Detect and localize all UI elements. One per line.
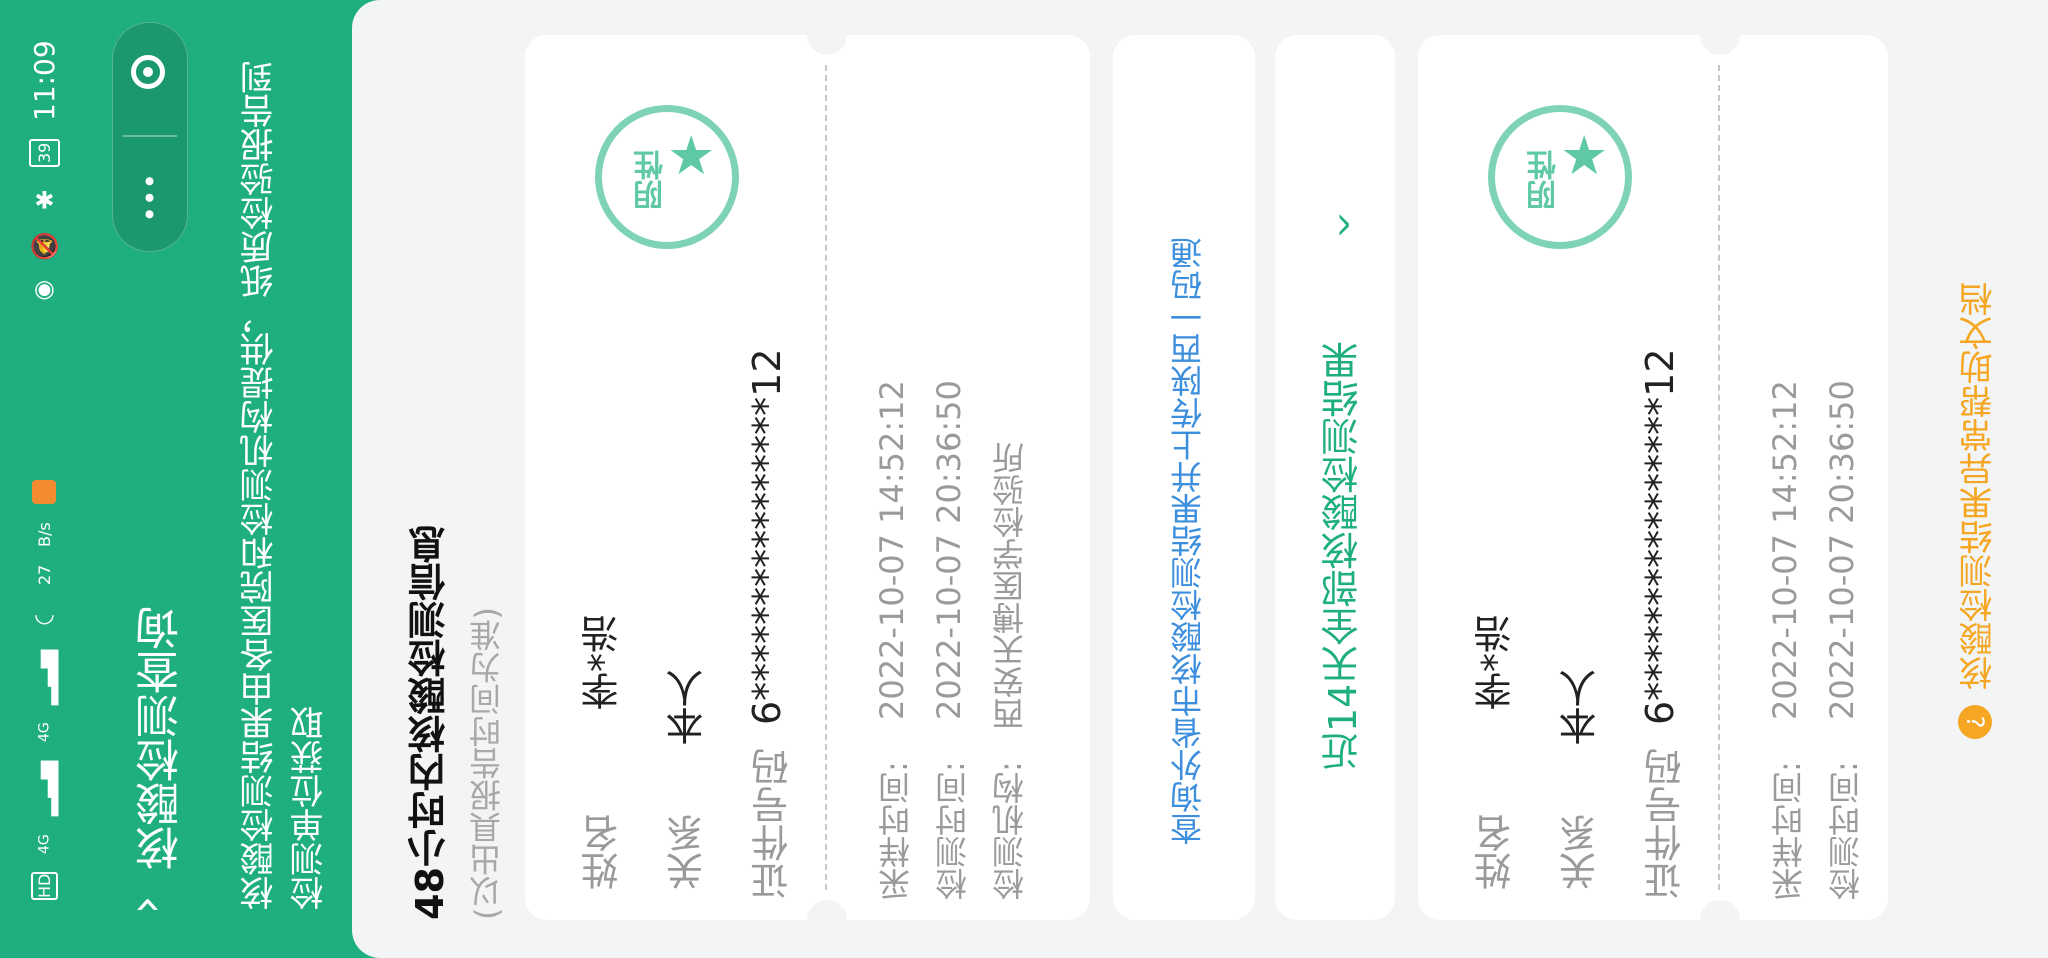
label-name-2: 姓名 bbox=[1474, 814, 1518, 890]
label-name: 姓名 bbox=[581, 814, 625, 890]
app-notification-icon bbox=[32, 480, 57, 505]
value-id-number-2: 6****************12 bbox=[1638, 348, 1682, 725]
help-link[interactable]: ? 核酸检测结果异常帮助文档 bbox=[1950, 200, 2010, 760]
negative-stamp-2: ★ 阴性 bbox=[1488, 105, 1632, 249]
recent-14-card[interactable]: 近14天全部核酸检测结果 ^ bbox=[1275, 35, 1395, 920]
star-icon: ★ bbox=[667, 124, 716, 187]
value-id-number: 6****************12 bbox=[745, 348, 789, 725]
result-card-1: ★ 阴性 姓名 李*浩 关系 本人 证件号码 6****************… bbox=[525, 15, 1090, 940]
label-id-number-2: 证件号码 bbox=[1644, 748, 1688, 900]
stamp-text: 阴性 bbox=[1527, 150, 1562, 210]
value-test-org: 西安天博医学检验所 bbox=[991, 442, 1029, 730]
app-header: HD 4G ▂▃▅ 4G ▂▃▅ ◠ 27 B/s ◉ 🔕 ✱ 39 11:09… bbox=[0, 0, 380, 958]
label-id-number: 证件号码 bbox=[751, 748, 795, 900]
value-sample-time: 2022-10-07 14:52:12 bbox=[873, 380, 911, 720]
battery-icon: 39 bbox=[29, 138, 60, 168]
signal-label: 4G bbox=[36, 833, 53, 854]
value-test-time-2: 2022-10-07 20:36:50 bbox=[1823, 380, 1861, 720]
wifi-icon: ◠ bbox=[30, 603, 59, 632]
value-relation: 本人 bbox=[666, 669, 710, 745]
label-sample-time: 采样时间: bbox=[877, 761, 915, 900]
status-bar: HD 4G ▂▃▅ 4G ▂▃▅ ◠ 27 B/s ◉ 🔕 ✱ 39 11:09 bbox=[28, 40, 61, 900]
upload-link[interactable]: 查询外省市核酸检测结果并上传陕西一码通 bbox=[1169, 237, 1207, 845]
back-chevron-icon[interactable]: ‹ bbox=[123, 895, 177, 915]
close-target-icon[interactable] bbox=[131, 55, 165, 89]
page-title: 核酸检测查询 bbox=[136, 606, 187, 870]
label-test-org: 检测机构: bbox=[991, 761, 1029, 900]
status-time: 11:09 bbox=[28, 40, 61, 121]
label-relation: 关系 bbox=[666, 814, 710, 890]
signal-icon-2: ▂▃▅ bbox=[30, 649, 59, 705]
eye-icon: ◉ bbox=[30, 278, 59, 307]
header-notice: 核酸检测结果由各医院和检测机构提供，纸质检验报告到检测单位获取 bbox=[240, 60, 330, 910]
help-label[interactable]: 核酸检测结果异常帮助文档 bbox=[1959, 282, 1999, 690]
value-test-time: 2022-10-07 20:36:50 bbox=[930, 380, 968, 720]
section-48h-title: 48小时内核酸检测信息 bbox=[408, 525, 452, 920]
label-test-time: 检测时间: bbox=[934, 761, 972, 900]
mute-icon: 🔕 bbox=[30, 231, 59, 261]
bluetooth-icon: ✱ bbox=[30, 185, 59, 214]
mini-program-capsule: ••• bbox=[112, 22, 188, 252]
section-48h-subtitle: (以出具报告时间为准) bbox=[468, 607, 506, 920]
signal-label-2: 4G bbox=[36, 722, 53, 743]
hd-badge: HD bbox=[31, 871, 58, 900]
signal-icon: ▂▃▅ bbox=[30, 760, 59, 816]
star-icon: ★ bbox=[1560, 124, 1609, 187]
result-card-2: ★ 阴性 姓名 李*浩 关系 本人 证件号码 6****************… bbox=[1418, 15, 1888, 940]
label-test-time-2: 检测时间: bbox=[1827, 761, 1865, 900]
chevron-up-icon[interactable]: ^ bbox=[1315, 210, 1355, 240]
label-sample-time-2: 采样时间: bbox=[1770, 761, 1808, 900]
net-speed-value: 27 bbox=[35, 565, 54, 586]
net-speed-unit: B/s bbox=[35, 522, 54, 547]
value-relation-2: 本人 bbox=[1559, 669, 1603, 745]
negative-stamp: ★ 阴性 bbox=[595, 105, 739, 249]
question-icon: ? bbox=[1958, 705, 1992, 739]
recent-14-label[interactable]: 近14天全部核酸检测结果 bbox=[1321, 341, 1365, 770]
value-name: 李*浩 bbox=[581, 615, 625, 710]
label-relation-2: 关系 bbox=[1559, 814, 1603, 890]
more-dots-icon[interactable]: ••• bbox=[132, 173, 165, 223]
upload-link-card[interactable]: 查询外省市核酸检测结果并上传陕西一码通 bbox=[1113, 35, 1255, 920]
stamp-text: 阴性 bbox=[634, 150, 669, 210]
value-name-2: 李*浩 bbox=[1474, 615, 1518, 710]
value-sample-time-2: 2022-10-07 14:52:12 bbox=[1766, 380, 1804, 720]
